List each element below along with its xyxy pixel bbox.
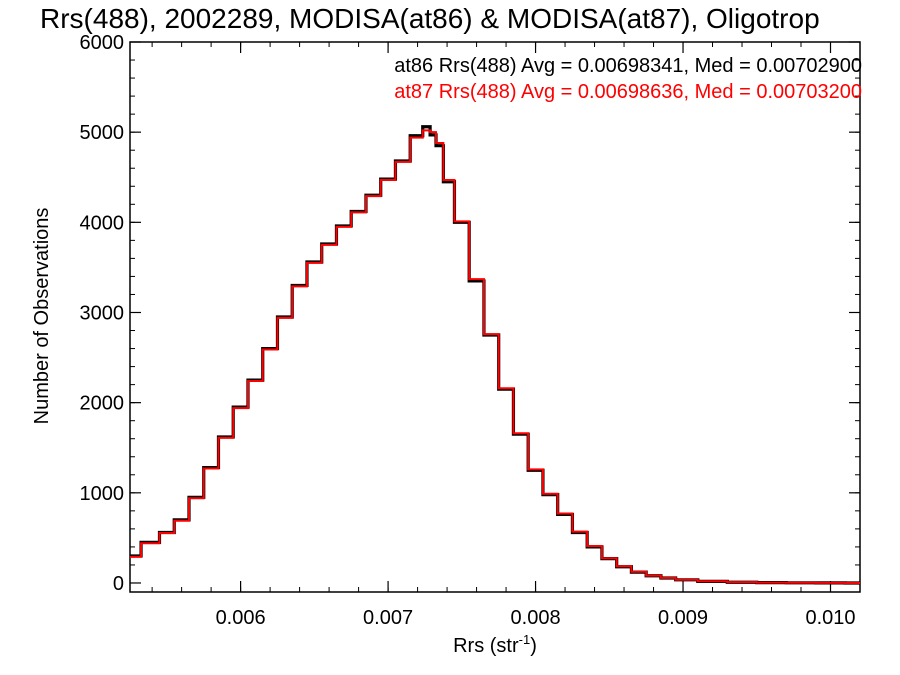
x-tick-label: 0.008 (511, 607, 561, 629)
x-axis-title-suffix: ) (530, 635, 537, 657)
legend-entry-at86: at86 Rrs(488) Avg = 0.00698341, Med = 0.… (394, 55, 862, 77)
x-tick-label: 0.010 (805, 607, 855, 629)
series-line-at86 (130, 125, 860, 585)
y-tick-label: 5000 (80, 122, 125, 144)
plot-frame (129, 41, 861, 593)
y-axis-title: Number of Observations (31, 208, 53, 425)
y-tick-label: 0 (113, 573, 124, 595)
legend-entry-at87: at87 Rrs(488) Avg = 0.00698636, Med = 0.… (394, 81, 862, 103)
x-axis-title-main: Rrs (str (453, 635, 519, 657)
y-tick-label: 6000 (80, 32, 125, 54)
y-tick-label: 4000 (80, 212, 125, 234)
y-tick-label: 2000 (80, 393, 125, 415)
series-layer (130, 125, 860, 585)
chart-title: Rrs(488), 2002289, MODISA(at86) & MODISA… (40, 3, 820, 34)
x-tick-label: 0.006 (216, 607, 266, 629)
x-axis-title-sup: -1 (519, 632, 531, 647)
series-line-at87 (130, 129, 860, 584)
y-axis-ticks: 0 1000 2000 3000 4000 5000 6000 (80, 32, 860, 595)
x-tick-label: 0.009 (658, 607, 708, 629)
plot-border (129, 41, 861, 593)
x-tick-label: 0.007 (363, 607, 413, 629)
x-axis-ticks: 0.006 0.007 0.008 0.009 0.010 (151, 42, 861, 629)
y-tick-label: 3000 (80, 302, 125, 324)
x-axis-title: Rrs (str-1) (453, 632, 537, 657)
y-tick-label: 1000 (80, 483, 125, 505)
